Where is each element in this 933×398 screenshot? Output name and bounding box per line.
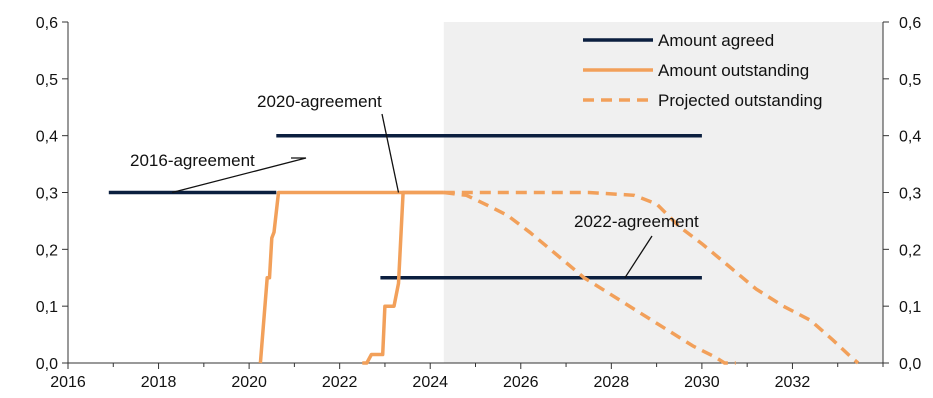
- x-tick-label: 2032: [775, 374, 811, 391]
- x-tick-label: 2020: [231, 374, 267, 391]
- y-tick-label-right: 0,2: [899, 242, 921, 259]
- legend-label-projected-outstanding: Projected outstanding: [658, 91, 822, 110]
- annotation-2016-agreement: 2016-agreement: [130, 151, 255, 170]
- x-tick-label: 2030: [684, 374, 720, 391]
- x-tick-label: 2026: [503, 374, 539, 391]
- y-tick-label-left: 0,6: [36, 15, 58, 32]
- series-line-2020-2022-agreement-outstanding: [362, 190, 444, 365]
- y-tick-label-left: 0,1: [36, 299, 58, 316]
- y-tick-label-left: 0,2: [36, 242, 58, 259]
- y-tick-label-left: 0,3: [36, 186, 58, 203]
- annotation-2020-agreement: 2020-agreement: [257, 92, 382, 111]
- annotation-leader-2020: [381, 113, 400, 193]
- tick-group: 0,0 0,0 0,1 0,1 0,2 0,2 0,3 0,3 0,4 0,4 0,5 0,5 0,6 0…: [36, 15, 922, 391]
- series-group: [108, 133, 860, 365]
- annotation-group: 2016-agreement 2020-agreement 2022-agree…: [130, 92, 699, 279]
- y-tick-label-right: 0,1: [899, 299, 921, 316]
- annotation-leader-2016: [171, 157, 307, 194]
- annotation-leader-2022: [624, 235, 653, 279]
- y-tick-label-right: 0,5: [899, 72, 921, 89]
- legend: Amount agreed Amount outstanding Project…: [583, 31, 822, 110]
- y-tick-label-right: 0,0: [899, 356, 921, 373]
- legend-label-amount-agreed: Amount agreed: [658, 31, 774, 50]
- legend-label-amount-outstanding: Amount outstanding: [658, 61, 809, 80]
- series-line-projected-outstanding-a: [443, 190, 736, 365]
- y-tick-label-right: 0,3: [899, 186, 921, 203]
- y-tick-label-left: 0,4: [36, 129, 58, 146]
- y-tick-label-left: 0,5: [36, 72, 58, 89]
- x-tick-label: 2018: [141, 374, 177, 391]
- y-tick-label-right: 0,4: [899, 129, 921, 146]
- x-tick-label: 2016: [50, 374, 86, 391]
- y-tick-label-right: 0,6: [899, 15, 921, 32]
- annotation-2022-agreement: 2022-agreement: [574, 212, 699, 231]
- series-line-2016-agreement-outstanding: [258, 190, 444, 364]
- x-tick-label: 2022: [322, 374, 358, 391]
- x-tick-label: 2028: [594, 374, 630, 391]
- y-tick-label-left: 0,0: [36, 356, 58, 373]
- x-tick-label: 2024: [412, 374, 448, 391]
- series-line-projected-outstanding-b: [443, 190, 860, 365]
